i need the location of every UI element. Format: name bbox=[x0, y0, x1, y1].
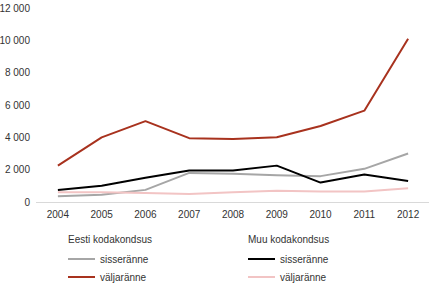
legend-group-title: Eesti kodakondsus bbox=[68, 234, 152, 245]
legend-swatch bbox=[68, 276, 95, 278]
series-line bbox=[58, 188, 408, 194]
y-tick bbox=[33, 72, 36, 73]
y-tick-label: 8 000 bbox=[5, 67, 30, 78]
legend-swatch bbox=[68, 258, 95, 260]
legend-swatch bbox=[248, 258, 275, 260]
plot-lines bbox=[58, 39, 408, 197]
y-tick-label: 12 000 bbox=[0, 3, 30, 14]
y-tick bbox=[33, 105, 36, 106]
y-tick bbox=[33, 8, 36, 9]
y-tick bbox=[33, 169, 36, 170]
legend-label: sisseränne bbox=[280, 254, 329, 265]
y-tick-label: 10 000 bbox=[0, 35, 30, 46]
series-line bbox=[58, 39, 408, 166]
legend-label: väljaränne bbox=[100, 272, 147, 283]
legend-label: sisseränne bbox=[100, 254, 149, 265]
y-tick-label: 0 bbox=[24, 197, 30, 208]
legend-swatch bbox=[248, 276, 275, 278]
x-tick-label: 2004 bbox=[47, 209, 70, 220]
y-tick bbox=[33, 40, 36, 41]
y-tick bbox=[33, 137, 36, 138]
x-tick-label: 2011 bbox=[354, 209, 376, 220]
legend-label: väljaränne bbox=[280, 272, 327, 283]
series-line bbox=[58, 154, 408, 197]
x-tick-label: 2012 bbox=[397, 209, 420, 220]
y-tick-label: 2 000 bbox=[5, 164, 30, 175]
chart: 0 2 000 4 000 6 000 8 000 10 000 12 000 2004 200… bbox=[0, 0, 429, 289]
y-tick-label: 6 000 bbox=[5, 100, 30, 111]
series-line bbox=[58, 166, 408, 190]
y-tick-label: 4 000 bbox=[5, 132, 30, 143]
x-tick-label: 2009 bbox=[266, 209, 289, 220]
x-tick-label: 2008 bbox=[222, 209, 245, 220]
x-tick-label: 2005 bbox=[91, 209, 114, 220]
y-tick bbox=[33, 202, 36, 203]
x-tick-label: 2007 bbox=[178, 209, 201, 220]
x-tick-label: 2006 bbox=[134, 209, 157, 220]
x-axis-line bbox=[36, 202, 429, 203]
x-tick-label: 2010 bbox=[309, 209, 332, 220]
legend-group-title: Muu kodakondsus bbox=[248, 234, 329, 245]
